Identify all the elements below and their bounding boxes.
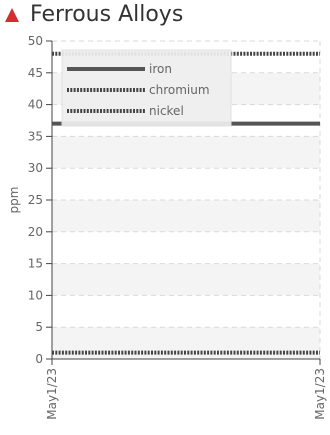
- chart-header: Ferrous Alloys: [0, 0, 330, 34]
- plot-band: [52, 263, 320, 296]
- legend-label-nickel: nickel: [149, 104, 184, 118]
- plot-band: [52, 200, 320, 232]
- y-tick-label: 45: [28, 66, 43, 80]
- y-tick-label: 25: [28, 193, 43, 207]
- legend-label-chromium: chromium: [149, 83, 210, 97]
- y-axis-label: ppm: [7, 187, 21, 214]
- x-tick-label: May1/23: [313, 368, 327, 420]
- chart-title: Ferrous Alloys: [30, 2, 184, 27]
- y-tick-label: 5: [35, 320, 43, 334]
- y-tick-label: 15: [28, 257, 43, 271]
- y-tick-label: 40: [28, 98, 43, 112]
- warning-triangle-icon: [5, 8, 19, 22]
- y-tick-label: 35: [28, 129, 43, 143]
- y-tick-label: 0: [35, 352, 43, 366]
- legend-label-iron: iron: [149, 62, 172, 76]
- y-tick-label: 30: [28, 161, 43, 175]
- y-tick-label: 50: [28, 34, 43, 48]
- y-tick-label: 20: [28, 225, 43, 239]
- x-tick-label: May1/23: [45, 368, 59, 420]
- plot-band: [52, 136, 320, 169]
- y-tick-label: 10: [28, 288, 43, 302]
